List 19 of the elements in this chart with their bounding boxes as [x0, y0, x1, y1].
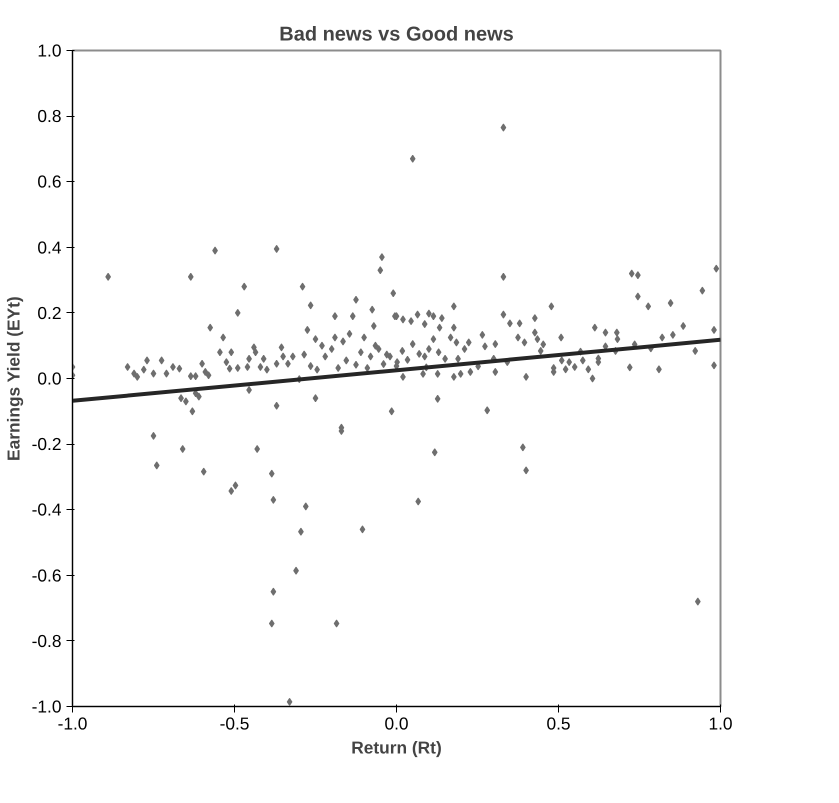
y-tick-label: 0.8	[37, 106, 62, 126]
y-tick-label: 1.0	[37, 40, 62, 60]
y-tick-label: 0.4	[37, 237, 62, 258]
y-tick-label: -0.4	[32, 500, 62, 520]
y-tick-label: -0.2	[32, 434, 62, 454]
x-tick-label: 0.0	[384, 714, 409, 734]
y-tick-label: -0.8	[32, 630, 62, 651]
x-tick-label: -1.0	[58, 714, 88, 734]
y-tick-label: 0.2	[37, 302, 62, 323]
y-axis-title: Earnings Yield (EYt)	[4, 296, 24, 461]
x-axis-title: Return (Rt)	[351, 738, 442, 758]
x-tick-label: 0.5	[546, 714, 571, 734]
chart-title: Bad news vs Good news	[279, 24, 514, 46]
y-tick-label: 0.0	[37, 368, 62, 388]
y-tick-label: -0.6	[32, 565, 62, 586]
y-tick-label: -1.0	[32, 696, 62, 716]
y-tick-label: 0.6	[37, 172, 62, 192]
x-tick-label: 1.0	[708, 714, 733, 734]
x-tick-label: -0.5	[220, 714, 250, 734]
